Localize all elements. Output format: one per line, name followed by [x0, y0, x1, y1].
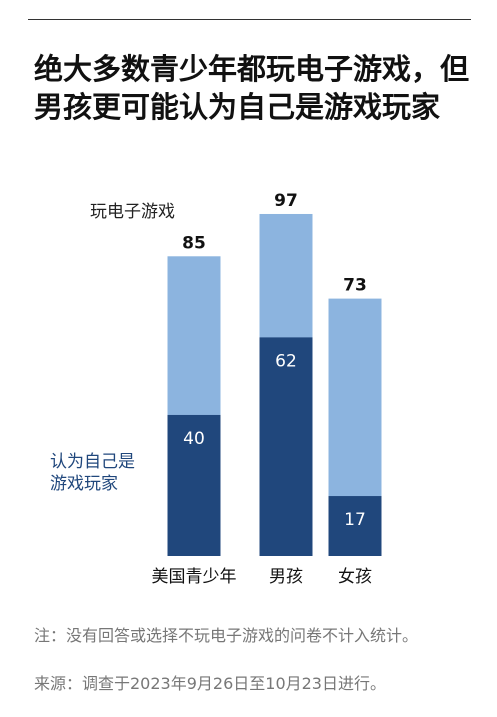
- bar: [328, 496, 382, 556]
- x-tick-label: 美国青少年: [152, 567, 237, 587]
- bar: [167, 414, 221, 556]
- source: 来源：调查于2023年9月26日至10月23日进行。: [34, 674, 386, 693]
- value-label: 40: [183, 429, 205, 449]
- note: 注：没有回答或选择不玩电子游戏的问卷不计入统计。: [34, 626, 419, 645]
- bar: [259, 337, 313, 556]
- value-label: 17: [344, 510, 366, 530]
- chart-title: 绝大多数青少年都玩电子游戏，但男孩更可能认为自己是游戏玩家: [34, 52, 470, 124]
- x-tick-label: 女孩: [338, 567, 372, 587]
- legend-label: 玩电子游戏: [90, 202, 175, 222]
- x-tick-label: 男孩: [269, 567, 303, 587]
- legend-label: 认为自己是游戏玩家: [50, 452, 135, 494]
- value-label: 85: [182, 233, 206, 253]
- top-rule: [28, 19, 471, 20]
- value-label: 62: [275, 351, 297, 371]
- value-label: 97: [274, 191, 298, 211]
- value-label: 73: [343, 276, 367, 296]
